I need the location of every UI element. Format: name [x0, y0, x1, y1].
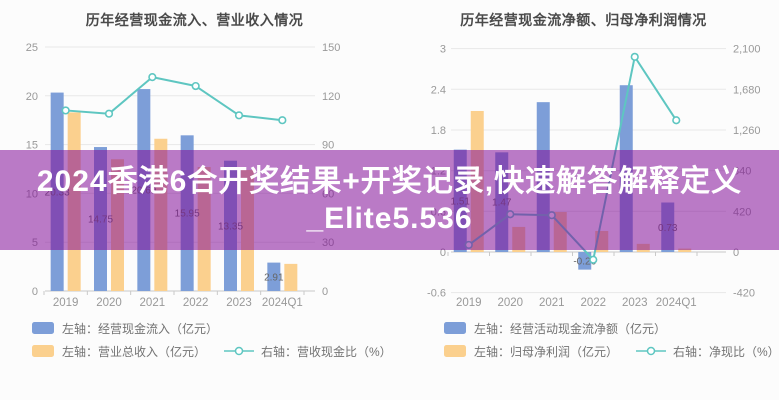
- legend-swatch-blue: [444, 322, 466, 334]
- bar: [678, 248, 692, 252]
- line-marker: [278, 116, 287, 125]
- legend-label: 左轴：归母净利润（亿元）: [474, 344, 619, 359]
- banner-text-line1: 2024香港6合开奖结果+开奖记录,快速解答解释定义: [36, 165, 743, 198]
- line-marker: [672, 116, 681, 125]
- left-axis-tick: 3: [440, 44, 446, 56]
- right-axis-tick: 150: [322, 42, 340, 54]
- x-axis-label: 2021: [539, 297, 565, 309]
- left-axis-tick: 0: [440, 247, 446, 259]
- legend-row: 左轴：营业总收入（亿元） 右轴：营收现金比（%）: [32, 344, 392, 359]
- line-marker: [630, 52, 639, 61]
- chart-title-right: 历年经营现金流净额、归母净利润情况: [460, 12, 707, 28]
- line-marker: [191, 81, 200, 91]
- legend-row: 左轴：经营活动现金流净额（亿元）: [444, 321, 778, 336]
- x-axis-label: 2022: [183, 297, 209, 309]
- legend-row: 左轴：经营现金流入（亿元）: [32, 321, 389, 336]
- x-axis-label: 2024Q1: [262, 297, 303, 309]
- right-axis-tick: -420: [733, 288, 755, 300]
- left-axis-tick: 25: [26, 42, 38, 54]
- line-marker: [61, 106, 70, 115]
- legend-line-marker-icon: [224, 346, 255, 356]
- bar: [578, 252, 592, 270]
- legend-label: 右轴：营收现金比（%）: [261, 344, 392, 359]
- line-marker: [148, 72, 157, 82]
- banner-text-line2: _Elite5.536: [306, 202, 473, 235]
- left-axis-tick: 15: [26, 140, 38, 152]
- legend-label: 左轴：经营现金流入（亿元）: [62, 321, 219, 336]
- left-axis-tick: 1.8: [431, 125, 446, 137]
- legend-line-marker-icon: [636, 346, 667, 356]
- legend-label: 左轴：营业总收入（亿元）: [62, 344, 207, 359]
- x-axis-label: 2022: [580, 297, 606, 309]
- x-axis-label: 2020: [96, 297, 122, 309]
- left-axis-tick: 2.4: [431, 84, 446, 96]
- chart-legend-right: 左轴：经营活动现金流净额（亿元） 左轴：归母净利润（亿元） 右轴：净现比（%）: [389, 321, 779, 359]
- x-axis-label: 2023: [622, 297, 648, 309]
- right-axis-tick: 1,680: [733, 84, 761, 96]
- bar: [284, 263, 298, 291]
- bar: [267, 262, 281, 291]
- legend-swatch-blue: [32, 322, 54, 334]
- right-axis-tick: 1,260: [733, 125, 761, 137]
- x-axis-label: 2019: [456, 297, 482, 309]
- x-axis-label: 2019: [53, 297, 79, 309]
- line-marker: [589, 255, 598, 264]
- left-axis-tick: 20: [26, 91, 38, 103]
- right-axis-tick: 90: [322, 140, 334, 152]
- line-marker: [234, 111, 244, 120]
- x-axis-label: 2023: [226, 297, 252, 309]
- right-axis-tick: 2,100: [733, 44, 761, 56]
- right-axis-tick: 0: [322, 286, 328, 298]
- chart-title-left: 历年经营现金流入、营业收入情况: [85, 12, 304, 28]
- banner-overlay: 2024香港6合开奖结果+开奖记录,快速解答解释定义 _Elite5.536: [0, 150, 779, 250]
- x-axis-label: 2021: [140, 297, 166, 309]
- legend-label: 左轴：经营活动现金流净额（亿元）: [474, 321, 667, 336]
- right-axis-tick: 0: [733, 247, 739, 259]
- left-axis-tick: -0.6: [427, 288, 446, 300]
- left-axis-tick: 0: [32, 286, 38, 298]
- line-marker: [104, 109, 114, 118]
- right-axis-tick: 120: [322, 91, 340, 103]
- legend-swatch-orange: [444, 345, 466, 357]
- chart-legend-left: 左轴：经营现金流入（亿元） 左轴：营业总收入（亿元） 右轴：营收现金比（%）: [0, 321, 392, 359]
- bar-value-label: 2.91: [264, 272, 284, 283]
- legend-row: 左轴：归母净利润（亿元） 右轴：净现比（%）: [444, 344, 779, 359]
- x-axis-label: 2020: [497, 297, 523, 309]
- legend-swatch-orange: [32, 345, 54, 357]
- x-axis-label: 2024Q1: [656, 297, 697, 309]
- bar-value-label: -0.26: [573, 256, 596, 267]
- legend-label: 右轴：净现比（%）: [673, 344, 779, 359]
